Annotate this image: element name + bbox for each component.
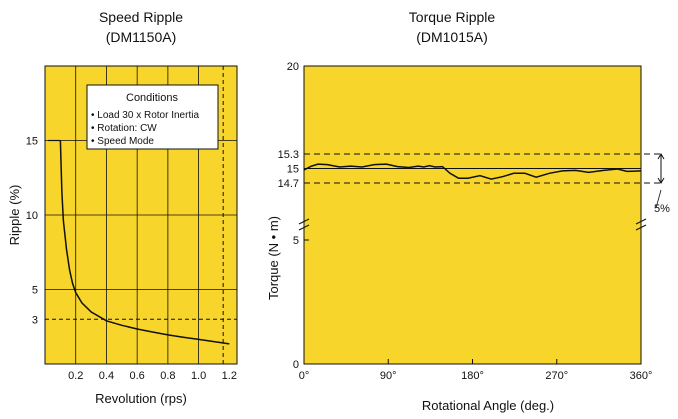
torque-y-tick-label: 20 (287, 61, 299, 73)
torque-chart-subtitle: (DM1015A) (416, 29, 488, 45)
conditions-item: • Speed Mode (91, 136, 154, 147)
speed-x-axis-label: Revolution (rps) (95, 391, 187, 406)
speed-y-tick-label: 5 (32, 285, 38, 297)
torque-band-arrow-top (657, 153, 665, 160)
torque-band-annotation: 5% (654, 203, 670, 215)
speed-x-tick-label: 0.8 (160, 370, 175, 382)
torque-x-axis-label: Rotational Angle (deg.) (422, 398, 554, 413)
speed-x-tick-label: 1.2 (222, 370, 237, 382)
torque-x-tick-label: 0° (299, 370, 310, 382)
torque-y-tick-label: 5 (293, 235, 299, 247)
speed-chart-subtitle: (DM1150A) (106, 29, 177, 45)
speed-ripple-curve (59, 140, 230, 345)
speed-x-tick-label: 0.4 (99, 370, 114, 382)
speed-x-tick-label: 1.0 (191, 370, 206, 382)
speed-x-tick-label: 0.6 (130, 370, 145, 382)
torque-band-arrow-bottom (657, 177, 665, 184)
speed-chart-title: Speed Ripple (99, 9, 183, 25)
conditions-item: • Rotation: CW (91, 123, 157, 134)
speed-x-tick-label: 0.2 (68, 370, 83, 382)
torque-x-tick-label: 180° (461, 370, 484, 382)
speed-y-tick-label: 10 (26, 210, 38, 222)
speed-y-tick-label: 3 (32, 314, 38, 326)
torque-plot-area (303, 65, 642, 365)
torque-y-tick-label: 15 (287, 164, 299, 176)
torque-x-tick-label: 90° (380, 370, 397, 382)
speed-y-axis-label: Ripple (%) (7, 185, 22, 246)
torque-axis-break-right (635, 218, 647, 231)
torque-x-tick-label: 270° (545, 370, 568, 382)
conditions-item: • Load 30 x Rotor Inertia (91, 110, 199, 121)
conditions-title: Conditions (126, 92, 178, 104)
speed-y-tick-label: 15 (26, 136, 38, 148)
torque-y-tick-label: 14.7 (278, 178, 299, 190)
torque-y-axis-label: Torque (N • m) (266, 216, 281, 300)
conditions-box (86, 84, 219, 150)
torque-x-tick-label: 360° (630, 370, 653, 382)
torque-y-tick-label: 15.3 (278, 149, 299, 161)
torque-axis-break-left (298, 218, 310, 231)
torque-y-tick-label: 0 (293, 359, 299, 371)
torque-chart-title: Torque Ripple (409, 9, 496, 25)
torque-band-leader (655, 189, 662, 209)
torque-ripple-curve (303, 163, 642, 180)
